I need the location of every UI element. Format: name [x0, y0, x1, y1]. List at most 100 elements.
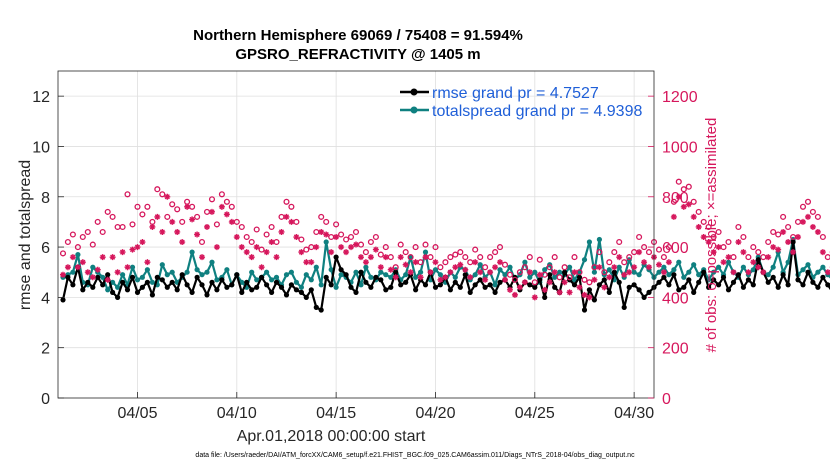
- possible-obs-point: [347, 233, 355, 241]
- totalspread-point: [388, 274, 394, 280]
- rmse-point: [194, 274, 200, 280]
- possible-obs-point: [223, 198, 230, 205]
- possible-obs-point: [164, 213, 171, 220]
- possible-obs-point: [228, 203, 235, 210]
- possible-obs-point: [84, 228, 91, 236]
- rmse-point: [720, 274, 727, 280]
- possible-obs-point: [343, 236, 350, 243]
- rmse-point: [134, 289, 141, 295]
- possible-obs-point: [521, 264, 528, 271]
- assimilated-obs-point: [621, 271, 628, 278]
- totalspread-point: [194, 267, 200, 273]
- possible-obs-point: [531, 279, 538, 286]
- assimilated-obs-point: [596, 264, 603, 271]
- possible-obs-point: [645, 249, 653, 256]
- assimilated-obs-point: [154, 213, 161, 220]
- possible-obs-point: [352, 228, 360, 236]
- totalspread-series: [60, 236, 830, 293]
- totalspread-point: [661, 264, 667, 270]
- rmse-point: [775, 284, 781, 290]
- totalspread-point: [293, 279, 299, 285]
- rmse-point: [591, 297, 598, 303]
- totalspread-point: [477, 262, 483, 268]
- possible-obs-point: [735, 223, 742, 231]
- rmse-point: [641, 294, 647, 300]
- assimilated-obs-point: [566, 289, 573, 296]
- y-tick-label: 6: [41, 240, 50, 257]
- totalspread-point: [328, 267, 334, 273]
- possible-obs-point: [740, 233, 747, 241]
- possible-obs-point: [114, 223, 121, 231]
- rmse-point: [159, 277, 165, 283]
- totalspread-point: [269, 277, 275, 283]
- totalspread-point: [115, 284, 121, 290]
- assimilated-obs-point: [690, 213, 697, 220]
- assimilated-obs-point: [556, 289, 563, 296]
- rmse-point: [244, 279, 250, 285]
- rmse-point: [149, 292, 155, 298]
- assimilated-obs-point: [223, 211, 230, 218]
- y-tick-label: 8: [41, 190, 50, 207]
- possible-obs-point: [69, 231, 76, 238]
- totalspread-point: [666, 272, 672, 278]
- assimilated-obs-point: [477, 269, 484, 276]
- possible-obs-point: [437, 264, 444, 271]
- assimilated-obs-point: [134, 244, 141, 251]
- assimilated-obs-point: [506, 286, 513, 293]
- assimilated-obs-point: [179, 239, 186, 246]
- assimilated-obs-point: [626, 269, 633, 276]
- rmse-point: [532, 284, 538, 290]
- assimilated-obs-point: [357, 254, 364, 261]
- rmse-point: [581, 307, 588, 313]
- x-tick-label: 04/10: [217, 405, 257, 422]
- possible-obs-point: [745, 254, 752, 261]
- assimilated-obs-point: [800, 218, 806, 225]
- possible-obs-point: [392, 264, 399, 271]
- assimilated-obs-point: [765, 254, 772, 261]
- possible-obs-point: [124, 191, 131, 198]
- possible-obs-point: [154, 186, 161, 193]
- totalspread-point: [492, 282, 498, 288]
- assimilated-obs-point: [586, 294, 593, 301]
- assimilated-obs-point: [204, 223, 210, 230]
- rmse-point: [298, 289, 304, 295]
- x-tick-label: 04/05: [117, 405, 157, 422]
- rmse-point: [626, 284, 632, 290]
- possible-obs-point: [412, 244, 419, 251]
- rmse-point: [273, 279, 280, 285]
- rmse-point: [606, 289, 612, 295]
- assimilated-obs-point: [725, 254, 732, 261]
- rmse-point: [462, 272, 468, 278]
- possible-obs-point: [462, 254, 469, 261]
- legend-rmse-label: rmse grand pr = 4.7527: [432, 85, 599, 102]
- totalspread-point: [239, 279, 245, 285]
- assimilated-obs-series: [59, 193, 830, 301]
- rmse-point: [413, 287, 419, 293]
- rmse-point: [735, 272, 742, 278]
- assimilated-obs-point: [824, 269, 830, 276]
- rmse-point: [249, 287, 255, 293]
- possible-obs-point: [119, 223, 126, 231]
- totalspread-point: [144, 267, 150, 273]
- totalspread-point: [353, 269, 359, 275]
- totalspread-point: [199, 272, 205, 278]
- rmse-point: [120, 279, 126, 285]
- assimilated-obs-point: [422, 254, 429, 261]
- totalspread-point: [75, 252, 81, 258]
- possible-obs-point: [362, 249, 369, 256]
- totalspread-point: [313, 264, 319, 270]
- possible-obs-point: [755, 249, 762, 256]
- y2-tick-label: 200: [662, 341, 689, 358]
- assimilated-obs-point: [278, 228, 285, 235]
- assimilated-obs-point: [730, 269, 737, 276]
- possible-obs-point: [159, 191, 166, 198]
- totalspread-point: [631, 269, 637, 275]
- assimilated-obs-point: [646, 264, 653, 271]
- possible-obs-point: [387, 254, 394, 261]
- totalspread-point: [532, 269, 538, 275]
- rmse-point: [656, 279, 662, 285]
- possible-obs-point: [814, 213, 821, 220]
- assimilated-obs-point: [313, 244, 320, 251]
- rmse-point: [661, 274, 667, 280]
- possible-obs-point: [506, 271, 514, 278]
